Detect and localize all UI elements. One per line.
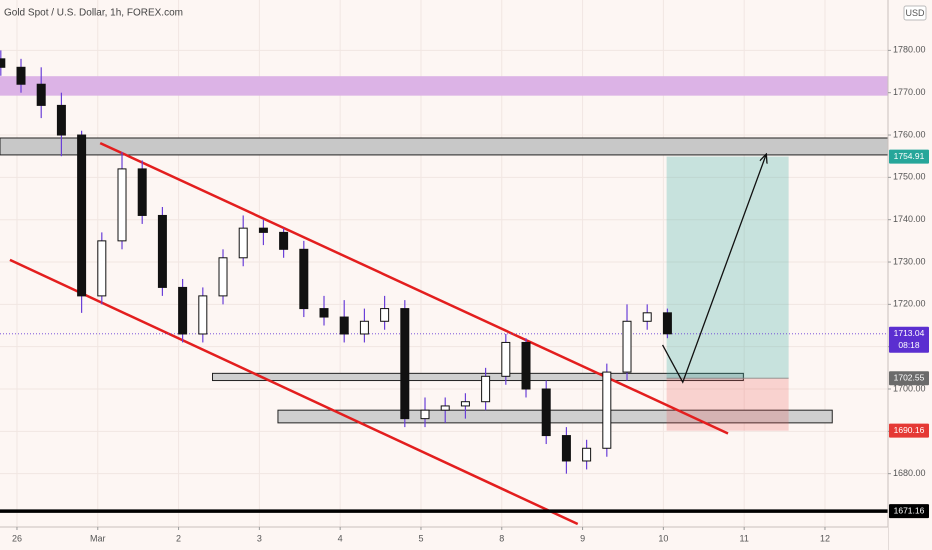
candle-body	[218, 257, 228, 297]
candle-body	[157, 214, 167, 288]
x-tick-label: 11	[740, 533, 749, 543]
y-tick-label: 1730.00	[893, 256, 926, 266]
candle-body	[279, 231, 289, 250]
zone	[277, 409, 833, 424]
y-tick-label: 1770.00	[893, 87, 926, 97]
y-tick-label: 1760.00	[893, 129, 926, 139]
x-tick-label: 10	[658, 533, 668, 543]
support-badge	[889, 504, 929, 519]
stop-badge	[889, 423, 929, 438]
stop-badge-label: 1690.16	[894, 425, 925, 435]
candle-body	[359, 320, 369, 335]
y-tick-label: 1780.00	[893, 45, 926, 55]
countdown: 08:18	[898, 340, 920, 350]
candle-body	[16, 66, 26, 85]
last-price-badge	[889, 326, 929, 353]
candle-body	[521, 341, 531, 390]
candle-body	[56, 104, 66, 136]
x-tick-label: 9	[580, 533, 585, 543]
x-tick-label: 3	[257, 533, 262, 543]
candle-body	[299, 248, 309, 310]
entry-badge	[889, 371, 929, 386]
y-tick-label: 1680.00	[893, 468, 926, 478]
currency-box	[903, 5, 927, 21]
support-badge-label: 1671.16	[894, 505, 925, 515]
candle-body	[238, 227, 248, 259]
candle-body	[642, 312, 652, 322]
zone	[0, 76, 888, 96]
x-tick-label: 8	[499, 533, 504, 543]
y-tick-label: 1750.00	[893, 172, 926, 182]
candle-body	[602, 371, 612, 449]
target-badge	[889, 149, 929, 164]
projection-arrow	[661, 155, 766, 384]
last-price-badge-label: 1713.04	[894, 328, 925, 338]
candle-body	[460, 401, 470, 407]
stop-zone	[666, 378, 789, 431]
time-axis-bg	[0, 527, 888, 550]
y-tick-label: 1720.00	[893, 299, 926, 309]
candle-body	[662, 312, 672, 335]
candle-body	[319, 308, 329, 318]
x-tick-label: 5	[418, 533, 423, 543]
entry-badge-label: 1702.55	[894, 372, 925, 382]
candle-body	[178, 286, 188, 335]
price-axis-bg	[888, 0, 932, 550]
target-badge-label: 1754.91	[894, 151, 925, 161]
target-zone	[666, 156, 789, 379]
candle-body	[258, 227, 268, 233]
candle-body	[36, 83, 46, 106]
candle-body	[137, 168, 147, 216]
y-tick-label: 1740.00	[893, 214, 926, 224]
trend-line	[9, 258, 579, 526]
candle-body	[561, 435, 571, 462]
candle-body	[77, 134, 87, 297]
candle-body	[0, 58, 6, 68]
trend-line	[99, 141, 729, 435]
y-tick-label: 1700.00	[893, 383, 926, 393]
currency: USD	[905, 8, 925, 18]
x-tick-label: 26	[12, 533, 22, 543]
zone	[212, 372, 744, 382]
x-tick-label: Mar	[90, 533, 106, 543]
x-tick-label: 4	[338, 533, 343, 543]
candle-body	[541, 388, 551, 437]
candle-body	[622, 320, 632, 373]
candle-body	[440, 405, 450, 411]
candle-body	[582, 447, 592, 462]
candle-body	[380, 308, 390, 322]
chart-title: Gold Spot / U.S. Dollar, 1h, FOREX.com	[4, 8, 183, 19]
candle-body	[420, 409, 430, 420]
candle-body	[400, 308, 410, 420]
zone	[0, 137, 889, 156]
candle-body	[339, 316, 349, 335]
x-tick-label: 12	[820, 533, 830, 543]
candle-body	[481, 375, 491, 403]
candle-body	[198, 295, 208, 335]
candle-body	[501, 341, 511, 377]
candle-body	[117, 168, 127, 242]
candle-body	[97, 240, 107, 297]
x-tick-label: 2	[176, 533, 181, 543]
